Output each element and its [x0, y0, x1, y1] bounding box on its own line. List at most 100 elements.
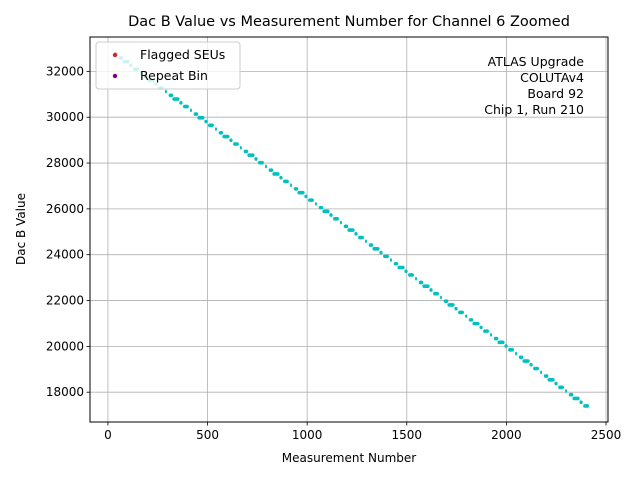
data-point	[207, 123, 214, 128]
data-point	[454, 306, 458, 311]
y-tick-label: 18000	[46, 385, 84, 399]
data-point	[289, 183, 292, 187]
data-point	[218, 130, 224, 135]
y-axis-label: Dac B Value	[14, 193, 28, 265]
data-point	[433, 291, 439, 296]
data-point	[168, 93, 174, 98]
data-point	[193, 112, 199, 116]
data-point	[393, 261, 399, 266]
data-point	[572, 396, 580, 401]
data-point	[204, 119, 208, 124]
x-tick-label: 2500	[591, 428, 622, 442]
annotation-block: ATLAS Upgrade COLUTAv4 Board 92 Chip 1, …	[484, 54, 584, 117]
data-point	[222, 134, 230, 139]
data-point	[568, 392, 574, 397]
y-tick-label: 24000	[46, 248, 84, 262]
data-point	[379, 250, 383, 255]
data-point	[583, 404, 590, 408]
data-point	[308, 198, 314, 202]
data-point	[540, 370, 543, 375]
y-tick-label: 32000	[46, 64, 84, 78]
y-tick-label: 26000	[46, 202, 84, 216]
data-point	[443, 299, 449, 303]
data-point	[189, 108, 192, 113]
data-point	[214, 127, 217, 131]
annotation-line-3: Board 92	[527, 86, 584, 101]
data-point	[390, 258, 393, 262]
data-point	[372, 246, 380, 251]
x-tick-label: 1000	[292, 428, 323, 442]
y-tick-label: 22000	[46, 294, 84, 308]
data-point	[347, 228, 355, 232]
grid	[90, 37, 608, 422]
data-point	[254, 157, 258, 161]
data-point	[232, 142, 239, 146]
data-point	[283, 179, 289, 184]
data-point	[518, 355, 524, 360]
data-point	[483, 329, 489, 333]
data-point	[458, 310, 464, 315]
data-point	[339, 220, 342, 225]
data-point	[543, 374, 549, 378]
data-point	[239, 145, 242, 150]
data-point	[243, 149, 249, 154]
data-point	[465, 314, 468, 318]
data-point	[554, 381, 558, 386]
data-point	[383, 254, 389, 259]
data-point	[314, 202, 317, 206]
data-point	[268, 168, 274, 172]
data-point	[515, 351, 518, 356]
data-point	[364, 239, 367, 244]
data-point	[229, 138, 233, 143]
data-point	[297, 190, 305, 195]
annotation-line-4: Chip 1, Run 210	[484, 102, 584, 117]
legend: Flagged SEUs Repeat Bin	[95, 41, 241, 90]
data-point	[333, 217, 339, 221]
data-point	[329, 213, 333, 217]
data-point	[343, 224, 349, 229]
data-point	[429, 288, 433, 292]
chart-title: Dac B Value vs Measurement Number for Ch…	[128, 14, 570, 30]
data-point	[493, 336, 499, 341]
data-point	[418, 280, 424, 285]
legend-marker-flagged-seus	[112, 52, 118, 58]
data-point	[293, 187, 299, 191]
data-point	[247, 153, 255, 158]
x-axis: 0 500 1000 1500 2000 2500	[104, 422, 621, 442]
data-point	[197, 116, 205, 120]
data-point	[322, 209, 330, 214]
data-point	[508, 348, 515, 352]
data-point	[304, 194, 308, 199]
data-point	[164, 89, 167, 94]
data-point	[558, 385, 565, 390]
legend-marker-repeat-bin	[112, 73, 118, 79]
x-tick-label: 0	[104, 428, 112, 442]
data-point	[358, 235, 364, 240]
data-point	[182, 104, 189, 109]
annotation-line-2: COLUTAv4	[520, 70, 584, 85]
legend-label-flagged-seus: Flagged SEUs	[140, 47, 225, 62]
data-point	[522, 359, 530, 363]
data-point	[368, 243, 374, 247]
data-point	[272, 172, 280, 176]
data-point	[472, 321, 480, 326]
data-point	[440, 295, 443, 300]
x-tick-label: 2000	[491, 428, 522, 442]
data-point	[264, 164, 267, 169]
data-point	[579, 400, 583, 405]
data-point	[318, 205, 324, 210]
x-axis-label: Measurement Number	[282, 451, 416, 465]
y-tick-label: 28000	[46, 156, 84, 170]
data-point	[547, 377, 555, 382]
data-point	[504, 344, 508, 348]
annotation-line-1: ATLAS Upgrade	[488, 54, 585, 69]
data-point	[565, 389, 568, 393]
y-tick-label: 30000	[46, 110, 84, 124]
data-point	[497, 340, 505, 345]
data-point	[279, 175, 283, 180]
data-point	[422, 284, 430, 289]
data-point	[172, 97, 180, 101]
data-point	[354, 232, 358, 236]
data-point	[529, 362, 533, 367]
